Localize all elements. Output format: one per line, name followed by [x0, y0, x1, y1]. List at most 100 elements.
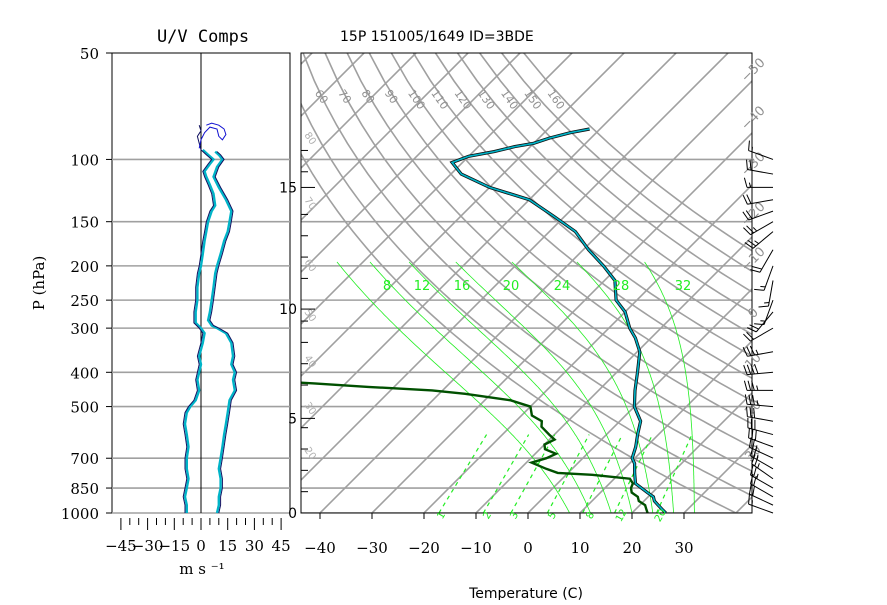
- mixing-ratio-label: 1: [435, 510, 448, 521]
- mixing-ratio-label: 20: [653, 507, 669, 524]
- saturation-adiabat-label: 20: [503, 279, 520, 294]
- temperature-tick-label: −40: [304, 539, 336, 557]
- temperature-tick-label: −30: [356, 539, 388, 557]
- wind-barb-flag: [753, 486, 755, 496]
- pressure-tick-label: 150: [70, 214, 99, 232]
- skewt-mixing-ratio-line: [511, 435, 555, 513]
- pressure-tick-label: 700: [70, 450, 99, 468]
- mixing-ratio-label: 8: [584, 510, 597, 521]
- temperature-tick-label: 20: [622, 539, 641, 557]
- skewt-dry-adiabat: [458, 53, 887, 521]
- wind-barb-half-flag: [758, 463, 760, 468]
- pressure-tick-label: 850: [70, 480, 99, 498]
- speed-tick-label: 0: [196, 537, 206, 555]
- speed-tick-label: 30: [245, 537, 264, 555]
- temperature-tick-label: 30: [674, 539, 693, 557]
- pressure-tick-label: 500: [70, 399, 99, 417]
- wind-barb-flag: [747, 195, 751, 204]
- temperature-tick-label: −10: [460, 539, 492, 557]
- wind-barb-flag: [744, 381, 747, 391]
- wind-barb-flag: [754, 289, 764, 290]
- uv-pressure-gridlines: [112, 53, 290, 513]
- wind-barb-flag: [749, 484, 751, 494]
- temperature-tick-label: 10: [570, 539, 589, 557]
- wind-barb-flag: [755, 430, 756, 440]
- skewt-x-axis-label: Temperature (C): [468, 586, 583, 600]
- pressure-tick-label: 100: [70, 151, 99, 169]
- wind-barb: [744, 381, 773, 391]
- temperature-tick-label: 0: [523, 539, 533, 557]
- mixing-ratio-label: 2: [481, 510, 494, 521]
- skewt-dry-adiabat: [524, 53, 887, 521]
- wind-barb-flag: [749, 494, 750, 504]
- mixing-ratio-label: 3: [508, 510, 521, 521]
- wind-barb: [743, 346, 773, 356]
- wind-barb-half-flag: [753, 228, 757, 232]
- pressure-tick-label: 1000: [61, 505, 99, 523]
- wind-barb-flag: [749, 428, 750, 438]
- wind-barb-half-flag: [757, 474, 758, 479]
- wind-barb-flag: [759, 306, 769, 307]
- side-adiabat-label: 20: [302, 445, 318, 462]
- temperature-tick-label: −20: [408, 539, 440, 557]
- wind-barb-flag: [754, 467, 757, 477]
- pressure-tick-label: 400: [70, 364, 99, 382]
- saturation-adiabat-label: 8: [383, 279, 391, 294]
- wind-barb: [754, 266, 773, 290]
- wind-barb-half-flag: [757, 386, 758, 391]
- wind-barb-flag: [743, 195, 747, 204]
- height-tick-label: 10: [279, 302, 297, 318]
- wind-barb-staff: [750, 328, 773, 341]
- wind-barb-half-flag: [755, 241, 759, 244]
- pressure-tick-label: 250: [70, 292, 99, 310]
- skewt-dry-adiabat: [281, 53, 804, 521]
- dry-adiabat-label: 110: [428, 87, 451, 112]
- speed-tick-label: 45: [272, 537, 291, 555]
- saturation-adiabat-label: 24: [554, 279, 571, 294]
- speed-tick-label: 15: [218, 537, 237, 555]
- skewt-dry-adiabats: [259, 53, 887, 521]
- uv-panel-title: U/V Comps: [157, 27, 249, 47]
- wind-barb-flag: [749, 141, 750, 151]
- isotherm-label: −50: [739, 56, 769, 86]
- height-tick-label: 0: [288, 506, 297, 522]
- wind-barb-staff: [749, 494, 773, 505]
- wind-barb-flag: [744, 178, 747, 188]
- pressure-tick-label: 50: [80, 45, 99, 63]
- side-adiabat-label: 60: [302, 257, 318, 274]
- dry-adiabat-label: 70: [335, 87, 354, 106]
- skewt-temperature-tick-labels: −40 −30 −20 −10 0 10 20 30: [304, 513, 693, 557]
- side-adiabat-label: 40: [302, 353, 318, 370]
- skewt-isotherm: [216, 53, 676, 513]
- skewt-isotherm: [684, 53, 887, 513]
- pressure-tick-label: 300: [70, 320, 99, 338]
- uv-series-group: [183, 123, 236, 513]
- uv-x-axis-label: m s ⁻¹: [179, 560, 224, 578]
- saturation-adiabat-label: 16: [454, 279, 471, 294]
- saturation-adiabat-label: 32: [675, 279, 692, 294]
- dry-adiabat-label: 120: [452, 87, 475, 112]
- speed-tick-label: −15: [158, 537, 190, 555]
- skewt-isotherm: [268, 53, 728, 513]
- skewt-isotherm: [528, 53, 887, 513]
- height-tick-label: 15: [279, 180, 297, 196]
- dry-adiabat-label: 130: [475, 87, 498, 112]
- wind-barb: [743, 195, 773, 205]
- skewt-title: 15P 151005/1649 ID=3BDE: [340, 29, 534, 45]
- mixing-ratio-label: 5: [546, 510, 559, 521]
- saturation-adiabat-label: 28: [613, 279, 630, 294]
- saturation-adiabat-label: 12: [414, 279, 431, 294]
- wind-barb-staff: [753, 232, 773, 249]
- dry-adiabat-label: 100: [405, 87, 428, 112]
- uv-pressure-tick-labels: 50 100 150 200 250 300 400 500 700 850 1000: [61, 45, 112, 523]
- isotherm-label: −30: [739, 150, 769, 180]
- side-adiabat-label: 70: [302, 195, 318, 212]
- pressure-axis-label: P (hPa): [30, 256, 48, 311]
- skewt-isotherm: [0, 53, 416, 513]
- pressure-tick-label: 200: [70, 258, 99, 276]
